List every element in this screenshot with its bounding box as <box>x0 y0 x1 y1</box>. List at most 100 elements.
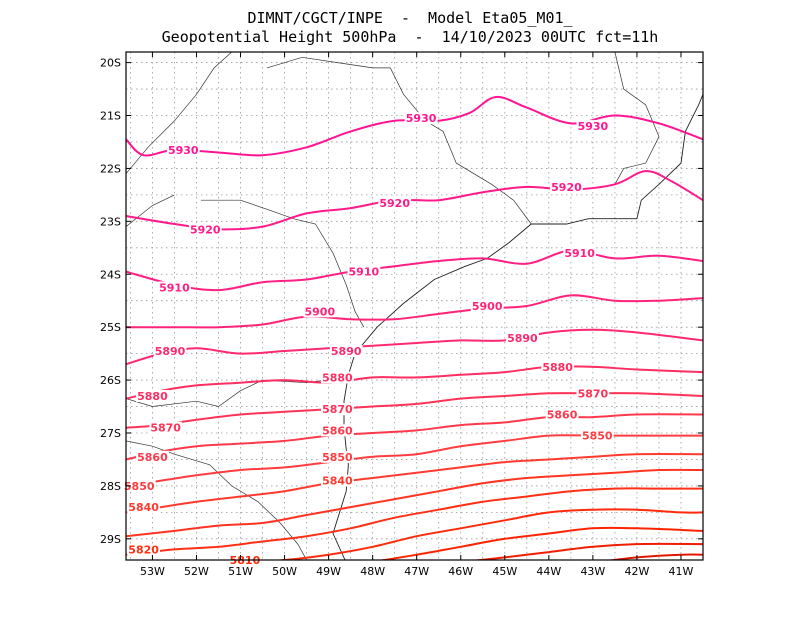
lat-tick-label: 29S <box>100 533 121 546</box>
contour-label-5880: 5880 <box>542 361 573 374</box>
contour-label-bg <box>127 501 161 514</box>
contour-label-bg <box>303 305 337 318</box>
contour-label-5900: 5900 <box>472 300 503 313</box>
lat-tick-label: 24S <box>100 268 121 281</box>
contour-line-5820 <box>126 487 703 556</box>
contour-label-bg <box>545 408 579 421</box>
contour-label-bg <box>329 344 363 357</box>
lon-tick-label: 53W <box>140 565 165 578</box>
contour-line-5800 <box>378 526 703 560</box>
contour-label-bg <box>127 543 161 556</box>
contour-label-5890: 5890 <box>331 345 362 358</box>
lon-tick-label: 44W <box>536 565 561 578</box>
contour-label-bg <box>321 371 354 384</box>
lon-tick-label: 46W <box>448 565 473 578</box>
lon-tick-label: 50W <box>272 565 297 578</box>
lon-tick-label: 41W <box>669 565 694 578</box>
lon-tick-label: 47W <box>404 565 429 578</box>
contour-line-5870 <box>126 392 703 429</box>
contour-label-bg <box>321 403 354 416</box>
contour-label-bg <box>347 265 381 278</box>
lon-tick-label: 45W <box>492 565 517 578</box>
state-border <box>200 199 365 328</box>
lat-tick-label: 26S <box>100 374 121 387</box>
contour-label-5850: 5850 <box>582 430 613 443</box>
contour-label-layer: 5930 5930 5930 5920 5920 5920 5910 5910 5910 5900… <box>122 112 614 567</box>
contour-line-5920 <box>126 170 703 231</box>
lat-tick-label: 25S <box>100 321 121 334</box>
contour-label-bg <box>153 344 187 357</box>
contour-label-5890: 5890 <box>507 332 538 345</box>
lat-tick-label: 22S <box>100 162 121 175</box>
contour-label-5870: 5870 <box>150 422 181 435</box>
contour-line-5810 <box>270 508 703 560</box>
lon-tick-label: 48W <box>360 565 385 578</box>
chart-title-line-2: Geopotential Height 500hPa - 14/10/2023 … <box>161 28 659 46</box>
contour-label-bg <box>576 120 610 133</box>
lon-tick-label: 43W <box>580 565 605 578</box>
latitude-axis: 20S 21S 22S 23S 24S 25S 26S 27S 28S 29S <box>100 57 703 546</box>
contour-label-5910: 5910 <box>349 266 380 279</box>
contour-label-5930: 5930 <box>578 120 609 133</box>
contour-label-5870: 5870 <box>322 403 353 416</box>
contour-label-bg <box>158 281 191 294</box>
contour-line-5830 <box>126 468 703 538</box>
contour-label-5900: 5900 <box>304 305 335 318</box>
lat-tick-label: 28S <box>100 480 121 493</box>
lon-tick-label: 42W <box>624 565 649 578</box>
contour-label-5920: 5920 <box>190 223 221 236</box>
contour-label-5880: 5880 <box>137 390 168 403</box>
contour-line-5880 <box>126 365 703 400</box>
contour-line-5840 <box>126 452 703 514</box>
contour-label-bg <box>166 143 200 156</box>
state-border <box>266 56 532 225</box>
contour-label-bg <box>580 429 614 442</box>
state-border <box>126 440 307 560</box>
contour-label-bg <box>321 450 354 463</box>
plot-frame <box>125 51 704 561</box>
contour-label-5840: 5840 <box>322 475 353 488</box>
contour-label-5920: 5920 <box>551 181 582 194</box>
contour-line-5890 <box>126 328 703 366</box>
contour-line-5780 <box>605 553 703 560</box>
contour-label-5860: 5860 <box>322 424 353 437</box>
contour-label-5850: 5850 <box>124 480 155 493</box>
contour-label-bg <box>550 180 583 193</box>
contour-label-5880: 5880 <box>322 371 353 384</box>
contour-label-5930: 5930 <box>168 144 199 157</box>
contour-label-bg <box>136 450 169 463</box>
contour-label-bg <box>541 360 575 373</box>
contour-line-5910 <box>126 249 703 292</box>
contour-label-bg <box>378 196 412 209</box>
lat-tick-label: 21S <box>100 110 121 123</box>
contour-line-5900 <box>126 294 703 329</box>
contour-label-5860: 5860 <box>547 408 578 421</box>
lat-tick-label: 23S <box>100 215 121 228</box>
graticule-grid <box>126 52 704 560</box>
state-border <box>126 194 175 227</box>
contour-label-bg <box>506 331 539 344</box>
contour-label-5860: 5860 <box>137 451 168 464</box>
state-border <box>126 52 232 174</box>
contour-layer <box>126 95 703 560</box>
chart-title-line-1: DIMNT/CGCT/INPE - Model Eta05_M01_ <box>247 9 573 27</box>
contour-label-5910: 5910 <box>159 281 190 294</box>
contour-label-bg <box>321 424 354 437</box>
contour-label-bg <box>404 112 438 125</box>
contour-label-5820: 5820 <box>128 543 159 556</box>
contour-label-5920: 5920 <box>379 197 410 210</box>
contour-label-5870: 5870 <box>578 387 609 400</box>
lon-tick-label: 49W <box>316 565 341 578</box>
contour-label-bg <box>563 247 597 260</box>
contour-label-bg <box>122 479 156 492</box>
contour-label-5850: 5850 <box>322 451 353 464</box>
longitude-axis: 53W 52W 51W 50W 49W 48W 47W 46W 45W 44W 43W 42W 41W <box>140 52 694 578</box>
contour-label-5930: 5930 <box>406 112 437 125</box>
lat-tick-label: 20S <box>100 57 121 70</box>
contour-line-5790 <box>471 542 703 560</box>
contour-label-bg <box>136 389 169 402</box>
contour-label-bg <box>188 223 222 236</box>
coastline <box>332 94 703 560</box>
contour-label-bg <box>470 300 504 312</box>
lat-tick-label: 27S <box>100 427 121 440</box>
